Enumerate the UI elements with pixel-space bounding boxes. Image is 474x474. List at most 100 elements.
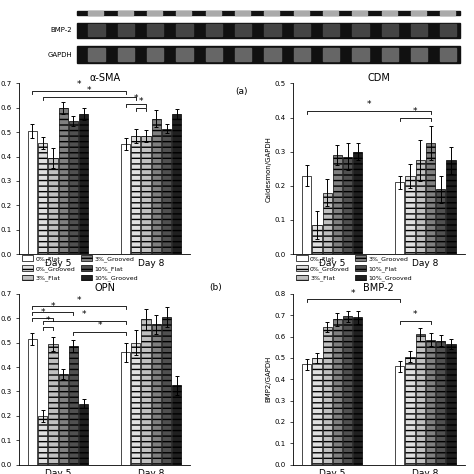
Bar [440,11,456,15]
Bar [294,48,310,61]
Text: *: * [82,310,86,319]
Bar [353,11,367,15]
Bar [302,365,311,465]
Bar [176,11,191,15]
Bar [440,48,456,61]
Bar [147,11,162,15]
Text: *: * [134,94,138,103]
Text: (a): (a) [236,87,248,96]
Bar [59,374,68,465]
Bar [89,24,104,36]
Bar [343,157,352,254]
Bar [59,108,68,254]
Bar [176,48,192,61]
Bar [312,225,321,254]
Bar [323,11,338,15]
Bar [162,317,171,465]
Bar [411,11,426,15]
Text: *: * [40,308,45,317]
Bar [264,24,281,36]
Bar [162,128,171,254]
Bar [426,143,435,254]
Text: BMP-2: BMP-2 [51,27,73,33]
Y-axis label: Caldesmon/GAPDH: Caldesmon/GAPDH [265,136,272,201]
Bar [118,11,133,15]
Bar [89,48,104,61]
Bar [323,24,339,36]
Bar [48,344,57,465]
Bar [206,48,222,61]
Bar [131,343,140,465]
Bar [131,136,140,254]
Bar [172,385,182,465]
Bar [436,341,446,465]
Bar [294,11,309,15]
Bar [353,24,368,36]
Bar [426,340,435,465]
Bar [172,114,182,254]
Bar [141,319,151,465]
Bar [294,24,310,36]
Bar [382,11,397,15]
Legend: 0%_Flat, 0%_Grooved, 3%_Flat, 3%_Grooved, 10%_Flat, 10%_Grooved: 0%_Flat, 0%_Grooved, 3%_Flat, 3%_Grooved… [22,255,138,282]
Bar [382,24,398,36]
Bar [77,23,460,37]
Bar [447,160,456,254]
Bar [264,11,280,15]
Bar [38,143,47,254]
Text: *: * [139,98,143,107]
Bar [322,192,332,254]
Bar [411,24,427,36]
Text: *: * [46,317,50,326]
Bar [77,46,460,63]
Bar [69,121,78,254]
Bar [89,11,103,15]
Bar [353,152,363,254]
Text: *: * [413,310,418,319]
Bar [302,175,311,254]
Bar [118,48,134,61]
Title: BMP-2: BMP-2 [364,283,394,293]
Bar [206,24,222,36]
Bar [382,48,398,61]
Bar [405,357,415,465]
Text: *: * [97,321,102,330]
Bar [152,324,161,465]
Bar [353,318,363,465]
Text: GAPDH: GAPDH [48,52,73,57]
Bar [405,175,415,254]
Bar [38,416,47,465]
Bar [264,48,281,61]
Bar [395,366,404,465]
Bar [69,346,78,465]
Bar [121,352,130,465]
Bar [333,319,342,465]
Bar [312,358,321,465]
Bar [322,327,332,465]
Text: *: * [77,81,81,90]
Bar [343,316,352,465]
Text: *: * [351,289,356,298]
Legend: 0%_Flat, 0%_Grooved, 3%_Flat, 3%_Grooved, 10%_Flat, 10%_Grooved: 0%_Flat, 0%_Grooved, 3%_Flat, 3%_Grooved… [296,255,412,282]
Bar [323,48,339,61]
Bar [436,189,446,254]
Bar [176,24,192,36]
Bar [118,24,134,36]
Bar [28,131,37,254]
Bar [235,11,250,15]
Bar [416,160,425,254]
Text: *: * [77,296,81,305]
Title: CDM: CDM [367,73,390,82]
Bar [121,145,130,254]
Bar [411,48,427,61]
Bar [48,158,57,254]
Bar [235,48,251,61]
Text: *: * [87,86,91,95]
Bar [152,119,161,254]
Bar [79,114,88,254]
Bar [416,335,425,465]
Bar [206,11,221,15]
Y-axis label: BMP2/GAPDH: BMP2/GAPDH [265,356,272,402]
Bar [77,11,460,15]
Bar [395,182,404,254]
